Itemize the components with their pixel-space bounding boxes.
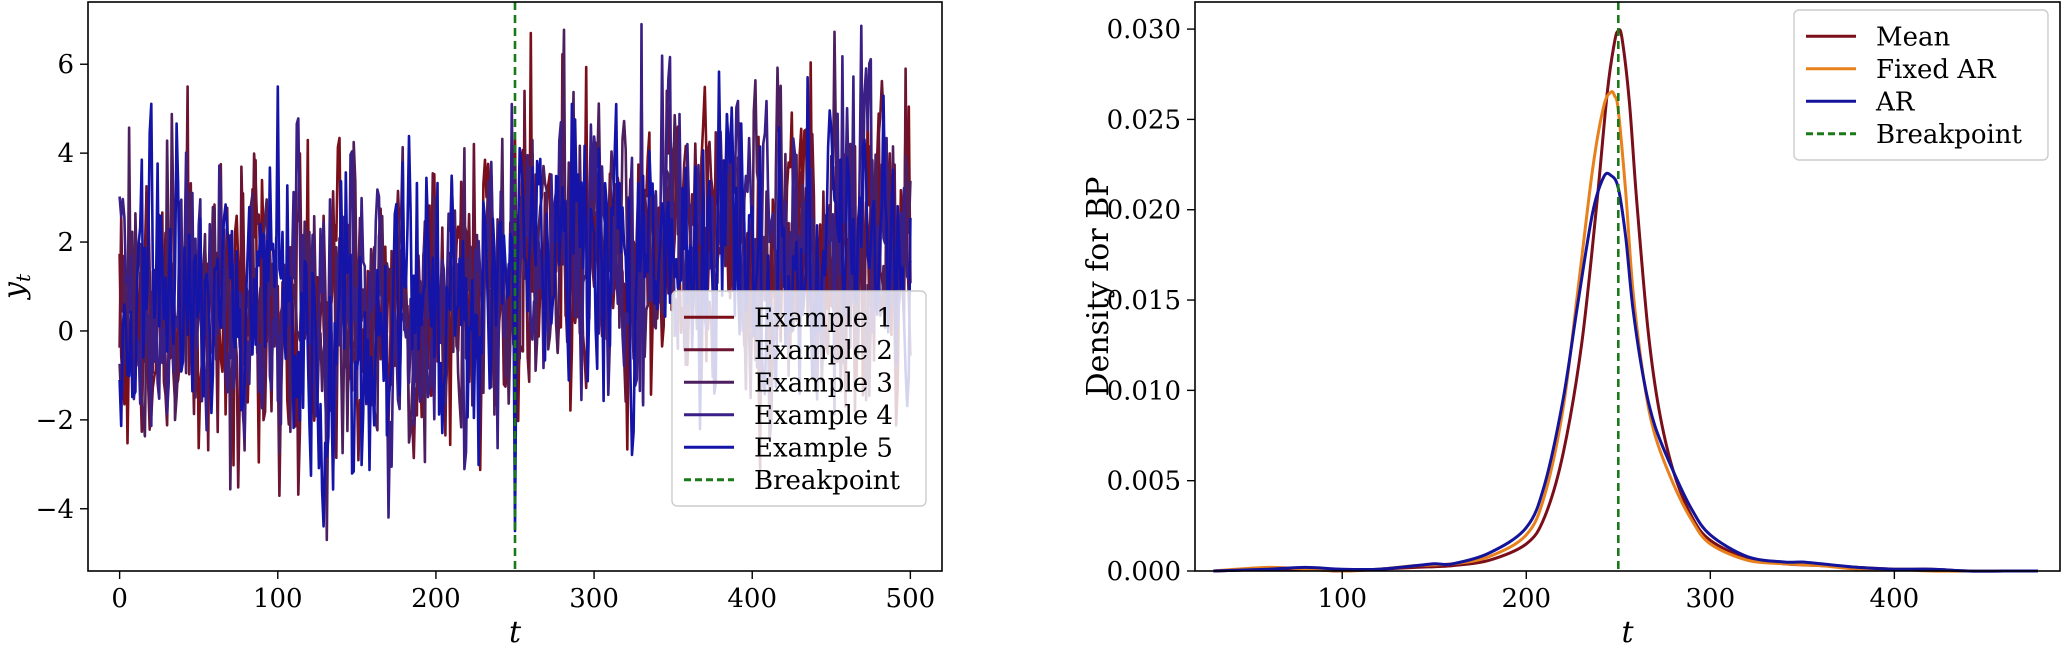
svg-text:yt: yt <box>0 273 35 301</box>
y-tick-label: 0.015 <box>1107 286 1181 316</box>
x-tick-label: 200 <box>411 584 461 614</box>
y-tick-label: 0.010 <box>1107 376 1181 406</box>
legend-label-example-5: Example 5 <box>754 433 893 463</box>
x-tick-label: 100 <box>1317 584 1367 614</box>
left-x-axis-label: t <box>509 615 522 649</box>
right-y-ticks: 0.000 0.005 0.010 0.015 0.020 0.025 0.030 <box>1107 15 1195 587</box>
right-x-ticks: 100 200 300 400 <box>1317 571 1919 614</box>
y-tick-label: 0.030 <box>1107 15 1181 45</box>
x-tick-label: 0 <box>111 584 128 614</box>
legend-label-example-3: Example 3 <box>754 368 893 398</box>
x-tick-label: 500 <box>886 584 936 614</box>
series-line-example-5 <box>118 70 912 533</box>
x-tick-label: 400 <box>1870 584 1920 614</box>
legend-label-mean: Mean <box>1876 22 1951 52</box>
legend-label-fixed-ar: Fixed AR <box>1876 55 1997 85</box>
right-series-group <box>1213 28 2038 573</box>
right-x-axis-label: t <box>1621 615 1634 649</box>
density-line-fixed-ar <box>1213 90 2038 573</box>
x-tick-label: 200 <box>1501 584 1551 614</box>
legend-label-breakpoint: Breakpoint <box>754 466 901 496</box>
legend-label-example-4: Example 4 <box>754 401 893 431</box>
left-y-axis-label-main: y <box>0 281 32 301</box>
y-tick-label: 0 <box>57 317 74 347</box>
left-y-axis-label-sub: t <box>11 273 35 282</box>
left-y-ticks: −4 −2 0 2 4 6 <box>36 50 88 525</box>
x-tick-label: 100 <box>253 584 303 614</box>
y-tick-label: 4 <box>57 139 74 169</box>
left-x-ticks: 0 100 200 300 400 500 <box>111 571 935 614</box>
y-tick-label: 0.020 <box>1107 196 1181 226</box>
x-tick-label: 300 <box>569 584 619 614</box>
y-tick-label: 6 <box>57 50 74 80</box>
left-y-axis-label: yt <box>0 273 35 301</box>
right-y-axis-label: Density for BP <box>1081 177 1116 397</box>
y-tick-label: 0.025 <box>1107 105 1181 135</box>
y-tick-label: 2 <box>57 228 74 258</box>
left-plot-frame <box>87 1 943 572</box>
x-tick-label: 400 <box>727 584 777 614</box>
right-plot-frame <box>1194 1 2061 572</box>
y-tick-label: 0.005 <box>1107 467 1181 497</box>
legend-box <box>1793 9 2049 161</box>
legend-label-ar: AR <box>1875 87 1916 117</box>
y-tick-label: −2 <box>36 406 74 436</box>
legend-label-example-2: Example 2 <box>754 336 893 366</box>
legend-box <box>671 290 927 507</box>
y-tick-label: −4 <box>36 495 74 525</box>
x-tick-label: 300 <box>1685 584 1735 614</box>
right-chart: 100 200 300 400 0.0000.0050.0100.0150.0200.… <box>1081 1 2061 649</box>
legend-label-breakpoint: Breakpoint <box>1876 120 2023 150</box>
y-tick-label: 0.000 <box>1107 557 1181 587</box>
legend-label-example-1: Example 1 <box>754 303 893 333</box>
density-line-ar <box>1213 171 2038 573</box>
